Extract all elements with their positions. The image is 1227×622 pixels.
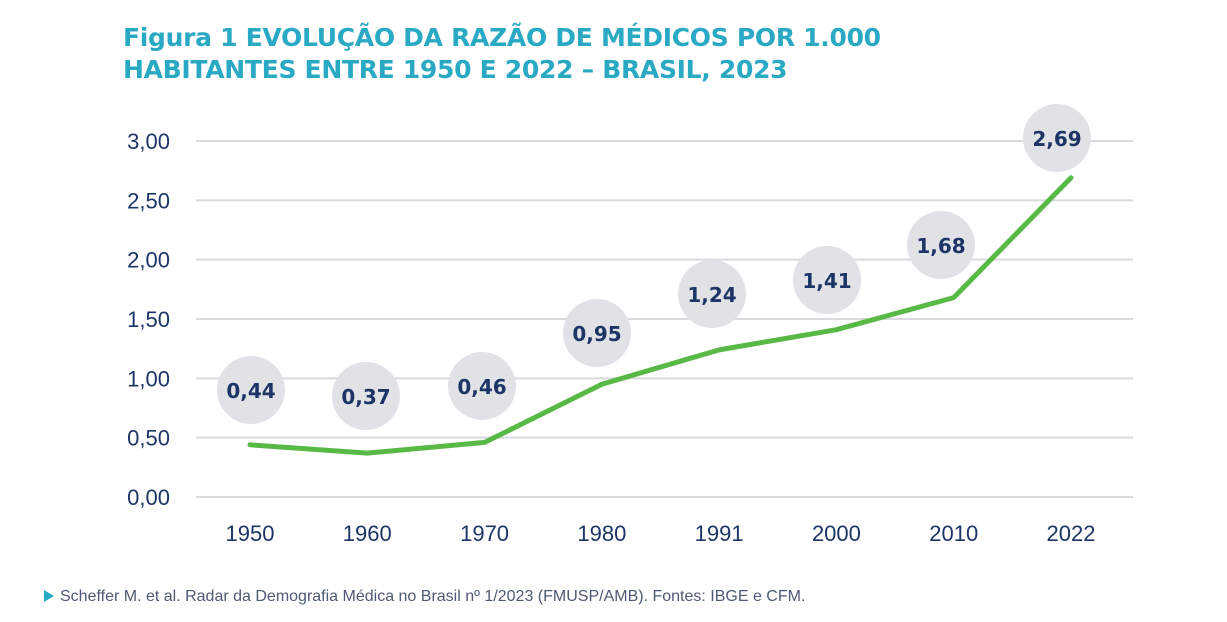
series-line-layer	[247, 175, 1074, 456]
data-label-bubble	[217, 356, 285, 424]
x-tick-label: 1980	[577, 521, 626, 546]
grid-layer	[196, 140, 1133, 498]
data-label-bubble	[563, 299, 631, 367]
play-arrow-icon	[44, 590, 54, 602]
data-label-bubble	[678, 260, 746, 328]
data-label-bubble	[332, 362, 400, 430]
data-label: 1,68	[916, 234, 965, 258]
data-label: 1,41	[802, 269, 851, 293]
x-tick-label: 2010	[929, 521, 978, 546]
data-label: 0,44	[226, 379, 275, 403]
data-label: 1,24	[687, 283, 736, 307]
chart-title: Figura 1 EVOLUÇÃO DA RAZÃO DE MÉDICOS PO…	[123, 22, 883, 86]
x-tick-label: 1991	[695, 521, 744, 546]
chart-title-line-1: Figura 1 EVOLUÇÃO DA RAZÃO DE MÉDICOS PO…	[123, 23, 881, 52]
y-tick-label: 0,50	[127, 426, 170, 451]
y-tick-label: 3,00	[127, 129, 170, 154]
data-label: 2,69	[1032, 127, 1081, 151]
data-label: 0,37	[341, 385, 390, 409]
data-label: 0,95	[572, 322, 621, 346]
data-label: 0,46	[457, 375, 506, 399]
data-label-bubble	[907, 211, 975, 279]
y-tick-label: 0,00	[127, 485, 170, 510]
y-tick-label: 2,50	[127, 188, 170, 213]
data-label-layer: 0,44 0,37 0,46 0,95 1,24 1,41 1,68 2,69	[217, 104, 1091, 430]
data-label-bubble	[448, 352, 516, 420]
y-axis-tick-labels: 0,00 0,50 1,00 1,50 2,00 2,50 3,00	[127, 129, 170, 510]
y-tick-label: 1,00	[127, 366, 170, 391]
x-tick-label: 2000	[812, 521, 861, 546]
source-text: Scheffer M. et al. Radar da Demografia M…	[60, 588, 806, 605]
chart-title-line-2: HABITANTES ENTRE 1950 E 2022 – BRASIL, 2…	[123, 55, 788, 84]
x-tick-label: 2022	[1047, 521, 1096, 546]
x-tick-label: 1970	[460, 521, 509, 546]
x-axis-tick-labels: 1950 1960 1970 1980 1991 2000 2010 2022	[226, 521, 1096, 546]
y-tick-label: 1,50	[127, 307, 170, 332]
x-tick-label: 1950	[226, 521, 275, 546]
source-note: Scheffer M. et al. Radar da Demografia M…	[44, 588, 805, 606]
y-tick-label: 2,00	[127, 248, 170, 273]
series-line	[247, 175, 1074, 456]
data-label-bubble	[1023, 104, 1091, 172]
data-label-bubble	[793, 246, 861, 314]
x-tick-label: 1960	[343, 521, 392, 546]
